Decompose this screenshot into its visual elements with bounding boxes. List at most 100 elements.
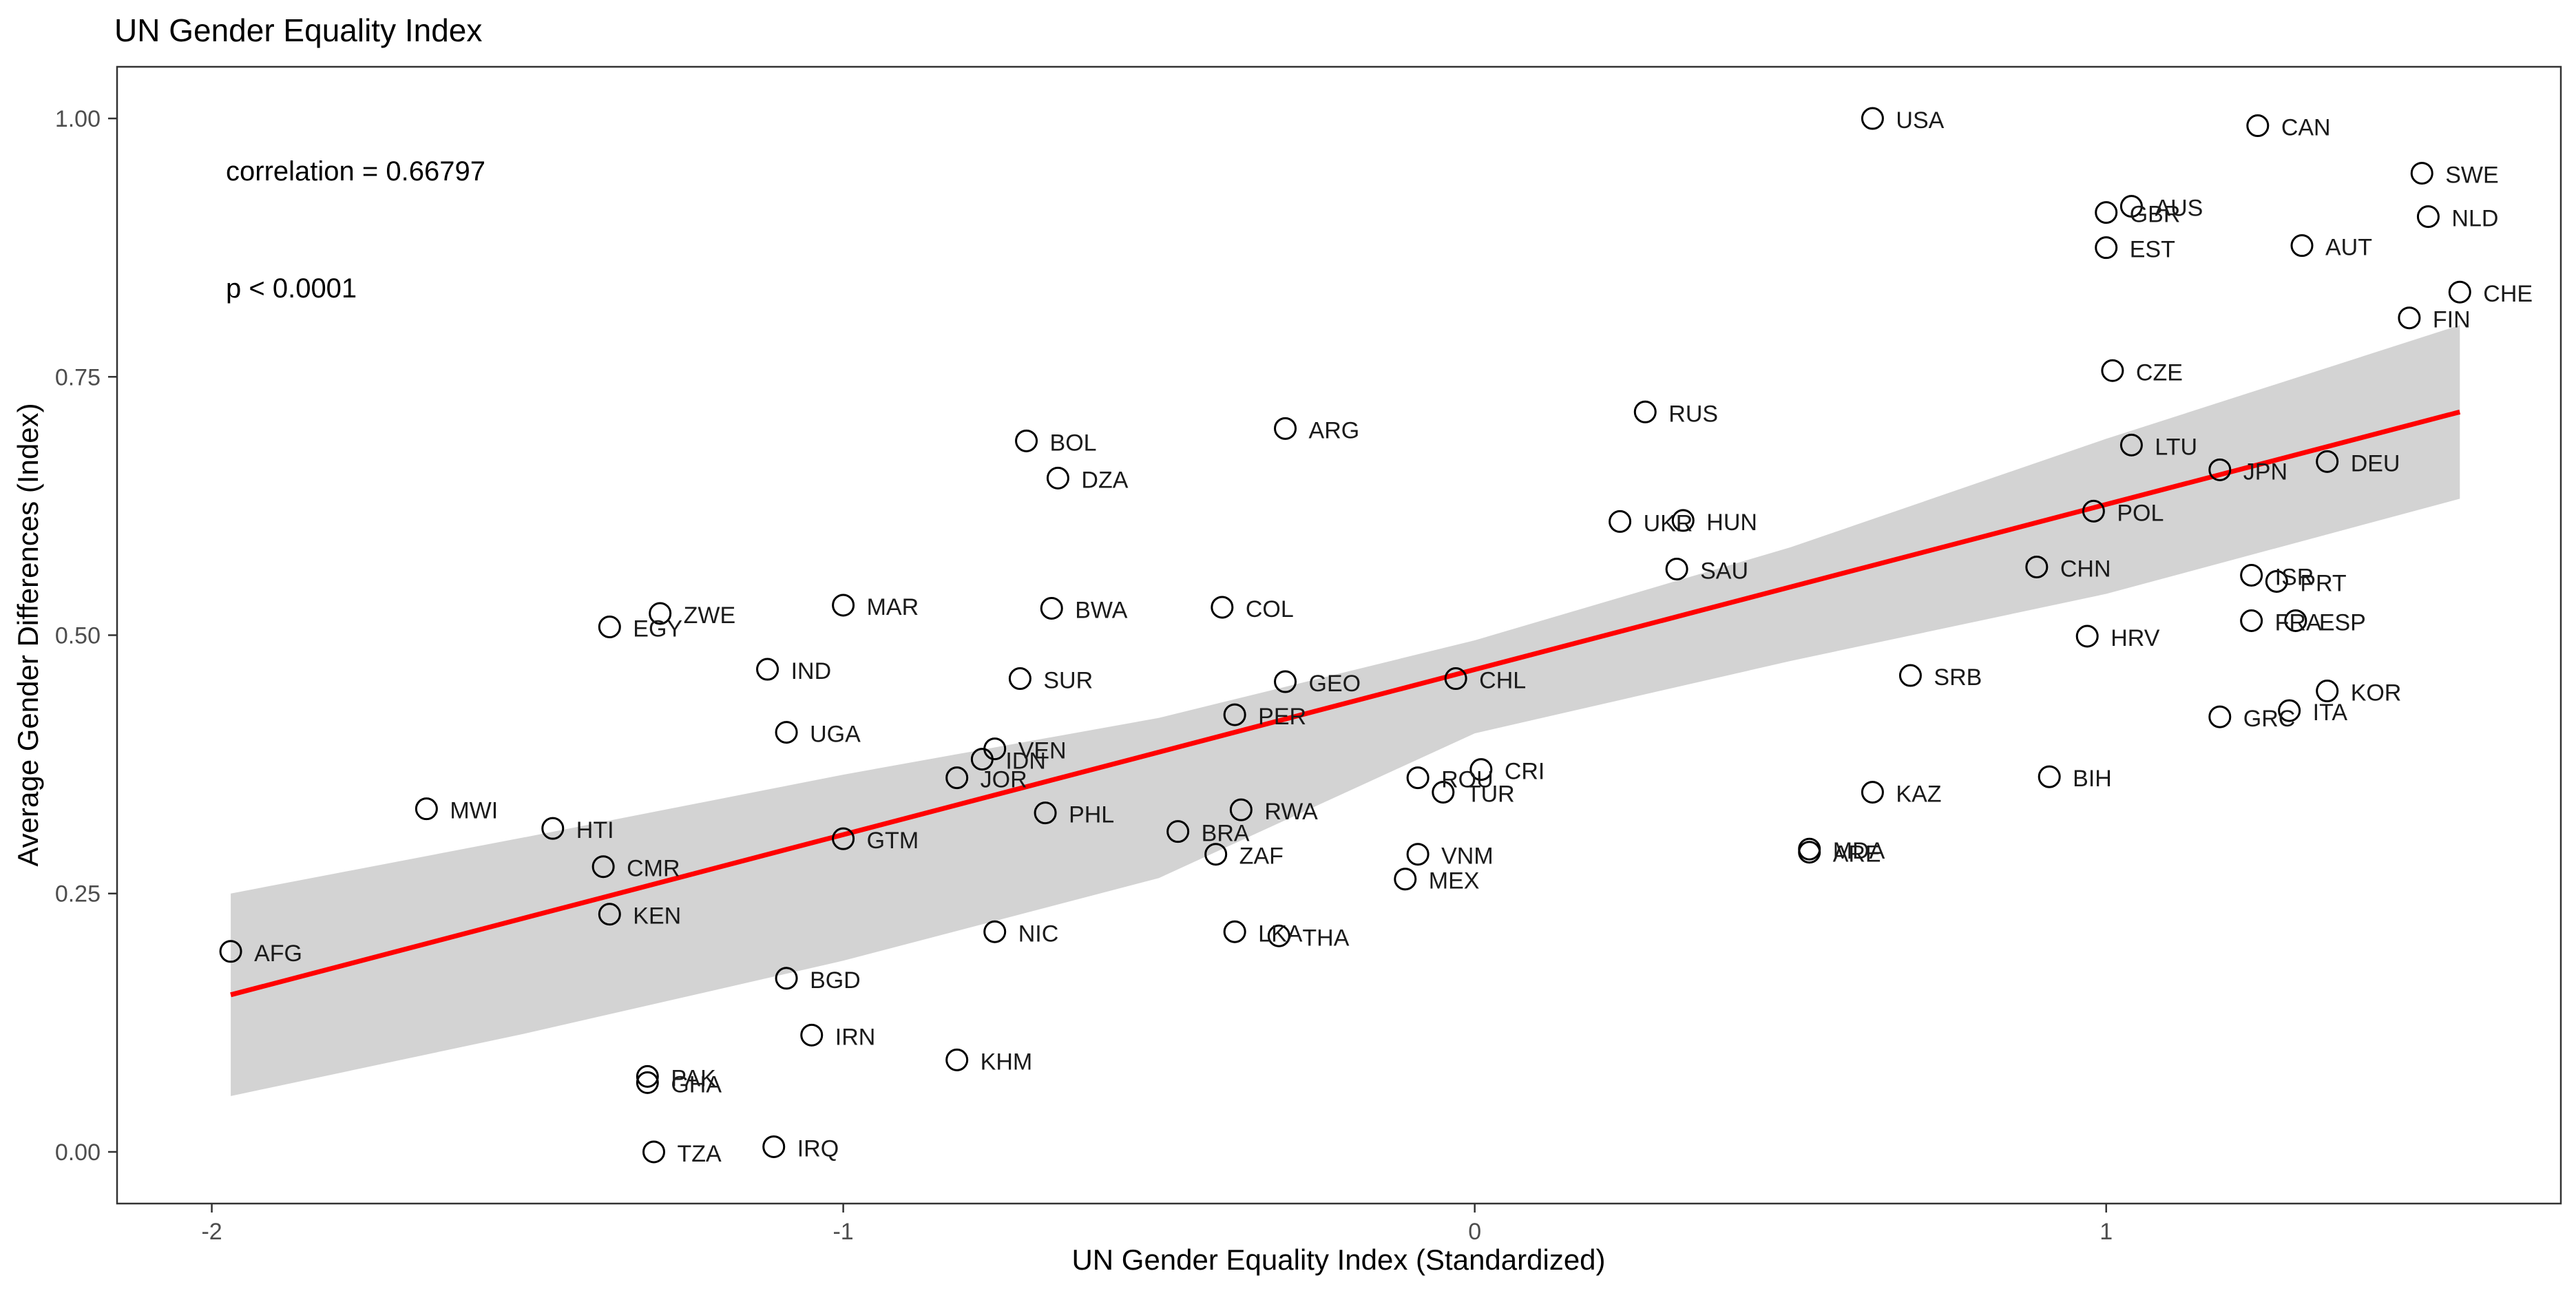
- data-point-geo: [1274, 670, 1297, 693]
- data-label-phl: PHL: [1069, 802, 1114, 828]
- data-label-chn: CHN: [2060, 556, 2111, 582]
- data-label-arg: ARG: [1309, 417, 1360, 443]
- data-label-pak: PAK: [671, 1065, 716, 1091]
- data-label-fin: FIN: [2433, 307, 2471, 333]
- y-tick-label: 0.75: [55, 364, 101, 390]
- data-label-per: PER: [1258, 704, 1306, 730]
- data-label-bih: BIH: [2073, 766, 2112, 792]
- data-point-fin: [2398, 306, 2421, 330]
- data-point-zwe: [649, 602, 672, 625]
- data-point-prt: [2265, 569, 2288, 593]
- data-point-ken: [598, 903, 621, 926]
- data-label-ukr: UKR: [1644, 510, 1693, 536]
- data-label-ita: ITA: [2313, 700, 2348, 726]
- data-point-ind: [756, 658, 779, 681]
- data-point-can: [2246, 114, 2270, 138]
- data-label-egy: EGY: [633, 616, 682, 642]
- data-label-nic: NIC: [1018, 921, 1059, 947]
- y-tick-label: 1.00: [55, 106, 101, 132]
- data-label-cze: CZE: [2136, 359, 2183, 386]
- data-label-kor: KOR: [2351, 680, 2402, 706]
- data-point-bgd: [775, 967, 798, 990]
- data-point-bih: [2038, 765, 2061, 788]
- data-label-sau: SAU: [1700, 558, 1748, 584]
- p-value-annotation: p < 0.0001: [226, 273, 357, 304]
- data-point-nic: [983, 920, 1007, 943]
- data-label-rou: ROU: [1441, 767, 1494, 793]
- data-point-srb: [1898, 664, 1922, 687]
- data-label-srb: SRB: [1934, 664, 1982, 691]
- y-tick-label: 0.00: [55, 1140, 101, 1166]
- data-label-swe: SWE: [2445, 162, 2498, 189]
- data-point-chl: [1444, 667, 1467, 691]
- data-point-tza: [642, 1140, 665, 1164]
- data-label-ltu: LTU: [2155, 434, 2197, 460]
- data-label-dza: DZA: [1081, 467, 1128, 493]
- data-label-pol: POL: [2117, 500, 2164, 526]
- data-point-sur: [1008, 667, 1032, 691]
- data-label-kaz: KAZ: [1896, 781, 1941, 808]
- data-point-est: [2095, 236, 2118, 260]
- data-label-fra: FRA: [2275, 609, 2322, 636]
- data-label-geo: GEO: [1309, 671, 1361, 697]
- data-point-grc: [2208, 705, 2232, 728]
- x-tick-label: 1: [2099, 1219, 2113, 1245]
- data-label-prt: PRT: [2300, 570, 2346, 596]
- data-label-esp: ESP: [2319, 609, 2366, 636]
- data-label-gbr: GBR: [2130, 202, 2181, 228]
- correlation-annotation: correlation = 0.66797: [226, 156, 485, 187]
- data-label-ken: KEN: [633, 903, 681, 930]
- data-label-afg: AFG: [254, 941, 302, 967]
- data-point-usa: [1861, 107, 1884, 130]
- data-label-can: CAN: [2281, 115, 2331, 141]
- data-point-zaf: [1204, 843, 1228, 866]
- y-axis-title: Average Gender Differences (Index): [12, 403, 44, 866]
- data-point-irn: [800, 1023, 824, 1047]
- data-point-hti: [541, 817, 565, 840]
- data-point-vnm: [1406, 843, 1430, 866]
- data-point-chn: [2025, 555, 2049, 578]
- data-point-cmr: [591, 855, 615, 879]
- data-point-per: [1223, 703, 1246, 726]
- y-tick-label: 0.50: [55, 623, 101, 649]
- data-point-rwa: [1229, 798, 1253, 821]
- data-point-hun: [1671, 509, 1695, 532]
- chart-title: UN Gender Equality Index: [114, 12, 482, 48]
- data-label-zwe: ZWE: [684, 602, 736, 629]
- regression-line: [230, 409, 2461, 998]
- data-point-phl: [1034, 801, 1057, 825]
- data-point-mwi: [415, 797, 438, 821]
- data-label-nld: NLD: [2451, 206, 2498, 232]
- data-label-isr: ISR: [2275, 564, 2314, 590]
- data-label-col: COL: [1246, 596, 1294, 622]
- data-point-nld: [2416, 205, 2440, 229]
- data-label-hun: HUN: [1706, 510, 1757, 536]
- data-point-irq: [762, 1135, 786, 1158]
- data-label-jor: JOR: [981, 767, 1027, 793]
- data-label-zaf: ZAF: [1239, 843, 1284, 870]
- data-label-tur: TUR: [1467, 781, 1515, 808]
- data-point-ukr: [1609, 510, 1632, 533]
- data-point-cze: [2101, 359, 2124, 382]
- data-point-dza: [1046, 466, 1069, 490]
- data-label-cmr: CMR: [627, 856, 680, 882]
- confidence-band: [231, 325, 2460, 1096]
- data-label-grc: GRC: [2243, 706, 2296, 732]
- data-point-fra: [2240, 609, 2263, 632]
- data-point-tur: [1432, 781, 1455, 804]
- data-point-mar: [832, 594, 855, 617]
- data-label-rus: RUS: [1668, 401, 1718, 427]
- data-label-bgd: BGD: [810, 967, 861, 994]
- data-point-tha: [1267, 924, 1290, 947]
- data-label-usa: USA: [1896, 107, 1944, 134]
- data-label-hrv: HRV: [2111, 625, 2159, 651]
- data-point-rus: [1633, 400, 1657, 423]
- data-label-gha: GHA: [671, 1071, 722, 1098]
- data-label-est: EST: [2130, 237, 2175, 263]
- data-point-che: [2448, 280, 2471, 304]
- data-point-uga: [775, 721, 798, 744]
- data-point-rou: [1406, 766, 1430, 790]
- data-point-isr: [2240, 563, 2263, 587]
